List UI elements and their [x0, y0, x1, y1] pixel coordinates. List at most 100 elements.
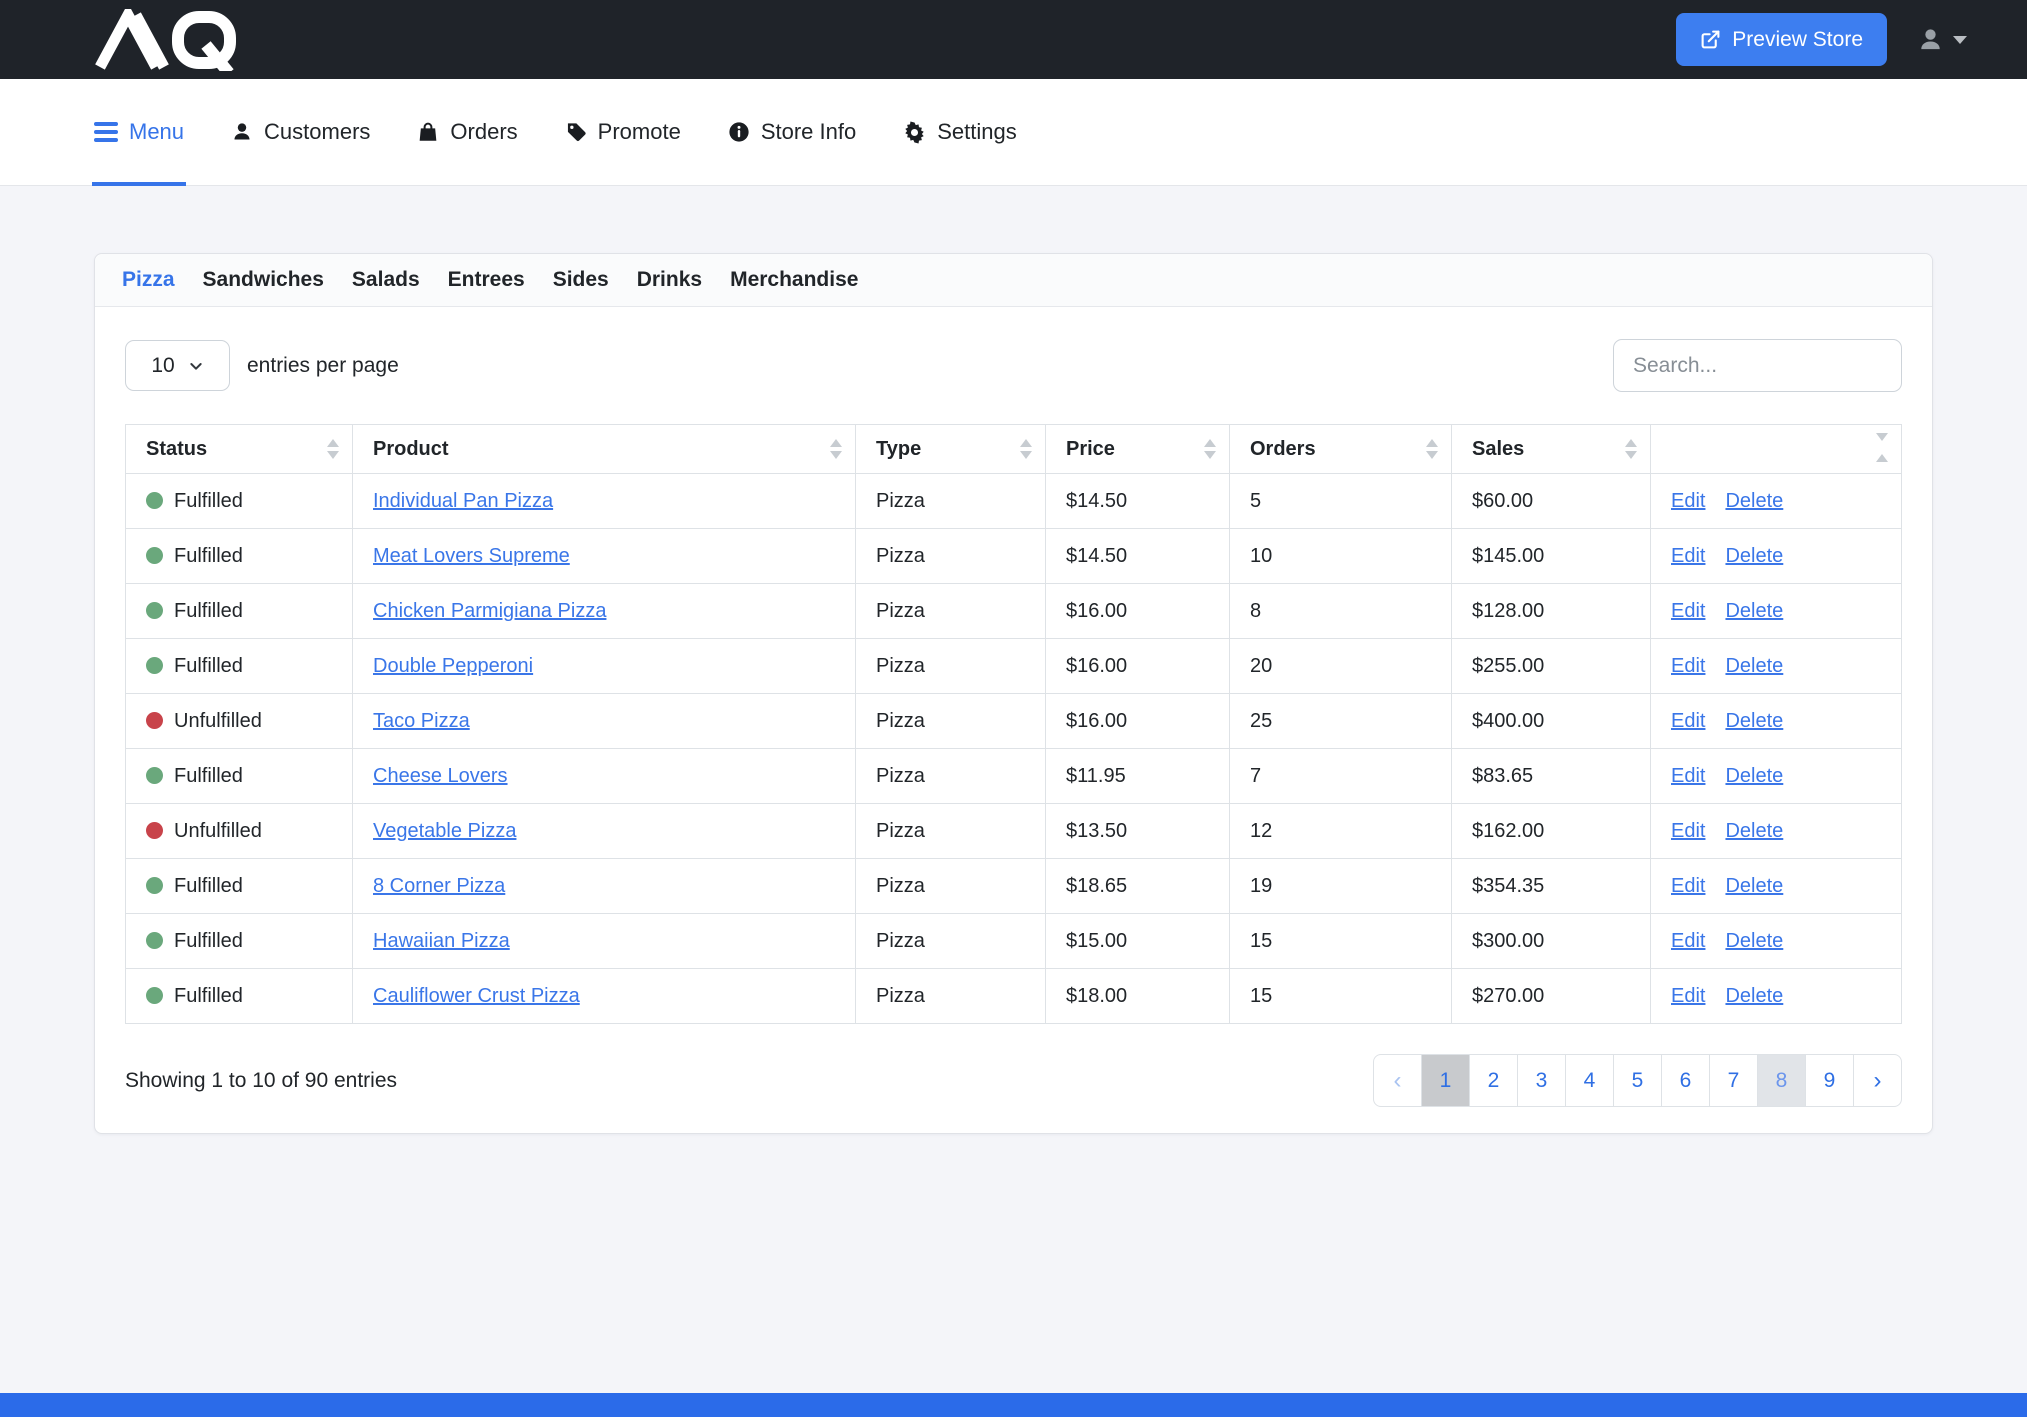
edit-link[interactable]: Edit [1671, 984, 1706, 1007]
tab-salads[interactable]: Salads [351, 268, 420, 291]
status-dot-icon [146, 491, 163, 509]
pagination-page-8[interactable]: 8 [1757, 1054, 1806, 1107]
pagination-page-1[interactable]: 1 [1421, 1054, 1470, 1107]
nav-label-settings: Settings [937, 119, 1017, 144]
delete-link[interactable]: Delete [1725, 544, 1784, 567]
preview-store-button[interactable]: Preview Store [1676, 13, 1887, 66]
orders-cell: 12 [1229, 803, 1452, 859]
type-cell: Pizza [855, 748, 1046, 804]
delete-link[interactable]: Delete [1725, 599, 1784, 622]
entries-per-page-select[interactable]: 10 [125, 340, 230, 391]
nav-item-customers[interactable]: Customers [231, 79, 370, 186]
product-link[interactable]: Cauliflower Crust Pizza [373, 984, 580, 1007]
nav-item-settings[interactable]: Settings [903, 79, 1017, 186]
product-cell: Vegetable Pizza [352, 803, 856, 859]
tab-drinks[interactable]: Drinks [636, 268, 703, 291]
price-cell: $15.00 [1045, 913, 1230, 969]
product-cell: Hawaiian Pizza [352, 913, 856, 969]
delete-link[interactable]: Delete [1725, 984, 1784, 1007]
card-body: 10 entries per page Status Product [95, 307, 1932, 1133]
sort-icon [1020, 439, 1032, 459]
status-dot-icon [146, 656, 163, 674]
product-cell: Meat Lovers Supreme [352, 528, 856, 584]
product-link[interactable]: Cheese Lovers [373, 764, 508, 787]
column-header-status[interactable]: Status [125, 424, 353, 474]
pagination-page-9[interactable]: 9 [1805, 1054, 1854, 1107]
chevron-down-icon [190, 362, 202, 370]
pagination-page-3[interactable]: 3 [1517, 1054, 1566, 1107]
price-cell: $11.95 [1045, 748, 1230, 804]
pagination-page-7[interactable]: 7 [1709, 1054, 1758, 1107]
tab-merchandise[interactable]: Merchandise [730, 268, 859, 291]
product-cell: Double Pepperoni [352, 638, 856, 694]
tab-sandwiches[interactable]: Sandwiches [202, 268, 324, 291]
delete-link[interactable]: Delete [1725, 874, 1784, 897]
column-header-orders[interactable]: Orders [1229, 424, 1452, 474]
column-header-price[interactable]: Price [1045, 424, 1230, 474]
bottom-accent-bar [0, 1393, 2027, 1417]
nav-item-orders[interactable]: Orders [417, 79, 518, 186]
sales-cell: $255.00 [1451, 638, 1651, 694]
product-link[interactable]: Chicken Parmigiana Pizza [373, 599, 607, 622]
actions-cell: Edit Delete [1650, 528, 1902, 584]
sort-icon [1426, 439, 1438, 459]
column-header-product[interactable]: Product [352, 424, 856, 474]
entries-summary: Showing 1 to 10 of 90 entries [125, 1068, 398, 1092]
type-cell: Pizza [855, 693, 1046, 749]
store-logo[interactable] [94, 8, 262, 71]
type-cell: Pizza [855, 968, 1046, 1024]
topbar: Preview Store [0, 0, 2027, 79]
tab-pizza[interactable]: Pizza [122, 268, 175, 291]
pagination-page-4[interactable]: 4 [1565, 1054, 1614, 1107]
sales-cell: $60.00 [1451, 473, 1651, 529]
delete-link[interactable]: Delete [1725, 764, 1784, 787]
edit-link[interactable]: Edit [1671, 709, 1706, 732]
price-cell: $16.00 [1045, 583, 1230, 639]
chevron-down-icon [1953, 35, 1967, 44]
delete-link[interactable]: Delete [1725, 929, 1784, 952]
nav-item-promote[interactable]: Promote [565, 79, 681, 186]
sales-cell: $270.00 [1451, 968, 1651, 1024]
delete-link[interactable]: Delete [1725, 654, 1784, 677]
pagination-page-6[interactable]: 6 [1661, 1054, 1710, 1107]
table-row: Fulfilled Double Pepperoni Pizza $16.00 20 $2… [125, 638, 1902, 694]
edit-link[interactable]: Edit [1671, 764, 1706, 787]
entries-per-page-label: entries per page [247, 353, 399, 377]
pagination-next-button[interactable]: › [1853, 1054, 1902, 1107]
edit-link[interactable]: Edit [1671, 819, 1706, 842]
edit-link[interactable]: Edit [1671, 544, 1706, 567]
nav-label-promote: Promote [597, 119, 681, 144]
edit-link[interactable]: Edit [1671, 929, 1706, 952]
product-link[interactable]: Individual Pan Pizza [373, 489, 554, 512]
edit-link[interactable]: Edit [1671, 489, 1706, 512]
product-link[interactable]: Taco Pizza [373, 709, 470, 732]
pagination-prev-button[interactable]: ‹ [1373, 1054, 1422, 1107]
table-row: Fulfilled Individual Pan Pizza Pizza $14.50… [125, 473, 1902, 529]
edit-link[interactable]: Edit [1671, 599, 1706, 622]
account-menu[interactable] [1917, 26, 1967, 53]
edit-link[interactable]: Edit [1671, 874, 1706, 897]
tab-entrees[interactable]: Entrees [447, 268, 525, 291]
search-input[interactable] [1613, 339, 1902, 392]
product-link[interactable]: Vegetable Pizza [373, 819, 517, 842]
edit-link[interactable]: Edit [1671, 654, 1706, 677]
delete-link[interactable]: Delete [1725, 819, 1784, 842]
delete-link[interactable]: Delete [1725, 489, 1784, 512]
nav-item-store-info[interactable]: Store Info [728, 79, 856, 186]
pagination-page-5[interactable]: 5 [1613, 1054, 1662, 1107]
pagination-page-2[interactable]: 2 [1469, 1054, 1518, 1107]
nav-label-menu: Menu [129, 119, 185, 144]
product-link[interactable]: Double Pepperoni [373, 654, 534, 677]
product-cell: Individual Pan Pizza [352, 473, 856, 529]
column-header-actions[interactable] [1650, 424, 1902, 474]
tab-sides[interactable]: Sides [552, 268, 609, 291]
preview-store-label: Preview Store [1732, 27, 1863, 51]
column-header-type[interactable]: Type [855, 424, 1046, 474]
product-link[interactable]: 8 Corner Pizza [373, 874, 506, 897]
product-link[interactable]: Hawaiian Pizza [373, 929, 510, 952]
nav-item-menu[interactable]: Menu [91, 79, 187, 186]
column-header-sales[interactable]: Sales [1451, 424, 1651, 474]
info-icon [729, 122, 749, 142]
delete-link[interactable]: Delete [1725, 709, 1784, 732]
product-link[interactable]: Meat Lovers Supreme [373, 544, 570, 567]
